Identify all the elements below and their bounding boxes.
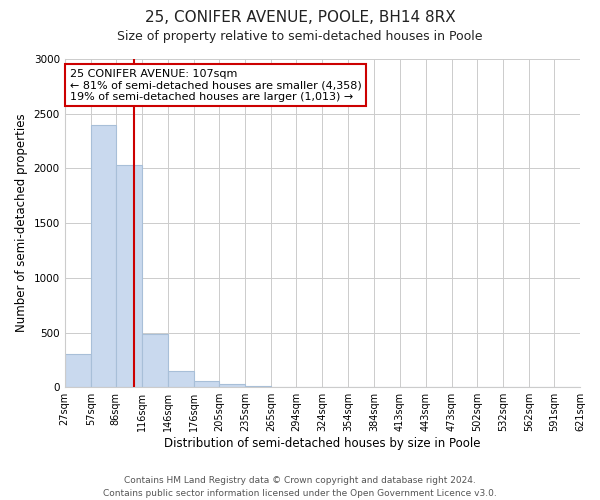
Text: 25, CONIFER AVENUE, POOLE, BH14 8RX: 25, CONIFER AVENUE, POOLE, BH14 8RX bbox=[145, 10, 455, 25]
Bar bbox=[219, 384, 245, 387]
Bar bbox=[245, 386, 271, 387]
Text: Contains HM Land Registry data © Crown copyright and database right 2024.
Contai: Contains HM Land Registry data © Crown c… bbox=[103, 476, 497, 498]
Text: Size of property relative to semi-detached houses in Poole: Size of property relative to semi-detach… bbox=[117, 30, 483, 43]
Bar bbox=[142, 334, 168, 387]
Y-axis label: Number of semi-detached properties: Number of semi-detached properties bbox=[15, 114, 28, 332]
Bar bbox=[168, 372, 194, 387]
Text: 25 CONIFER AVENUE: 107sqm
← 81% of semi-detached houses are smaller (4,358)
19% : 25 CONIFER AVENUE: 107sqm ← 81% of semi-… bbox=[70, 69, 362, 102]
Bar bbox=[194, 381, 219, 387]
Bar bbox=[116, 165, 142, 387]
Bar bbox=[91, 124, 116, 387]
Bar bbox=[65, 354, 91, 387]
X-axis label: Distribution of semi-detached houses by size in Poole: Distribution of semi-detached houses by … bbox=[164, 437, 481, 450]
